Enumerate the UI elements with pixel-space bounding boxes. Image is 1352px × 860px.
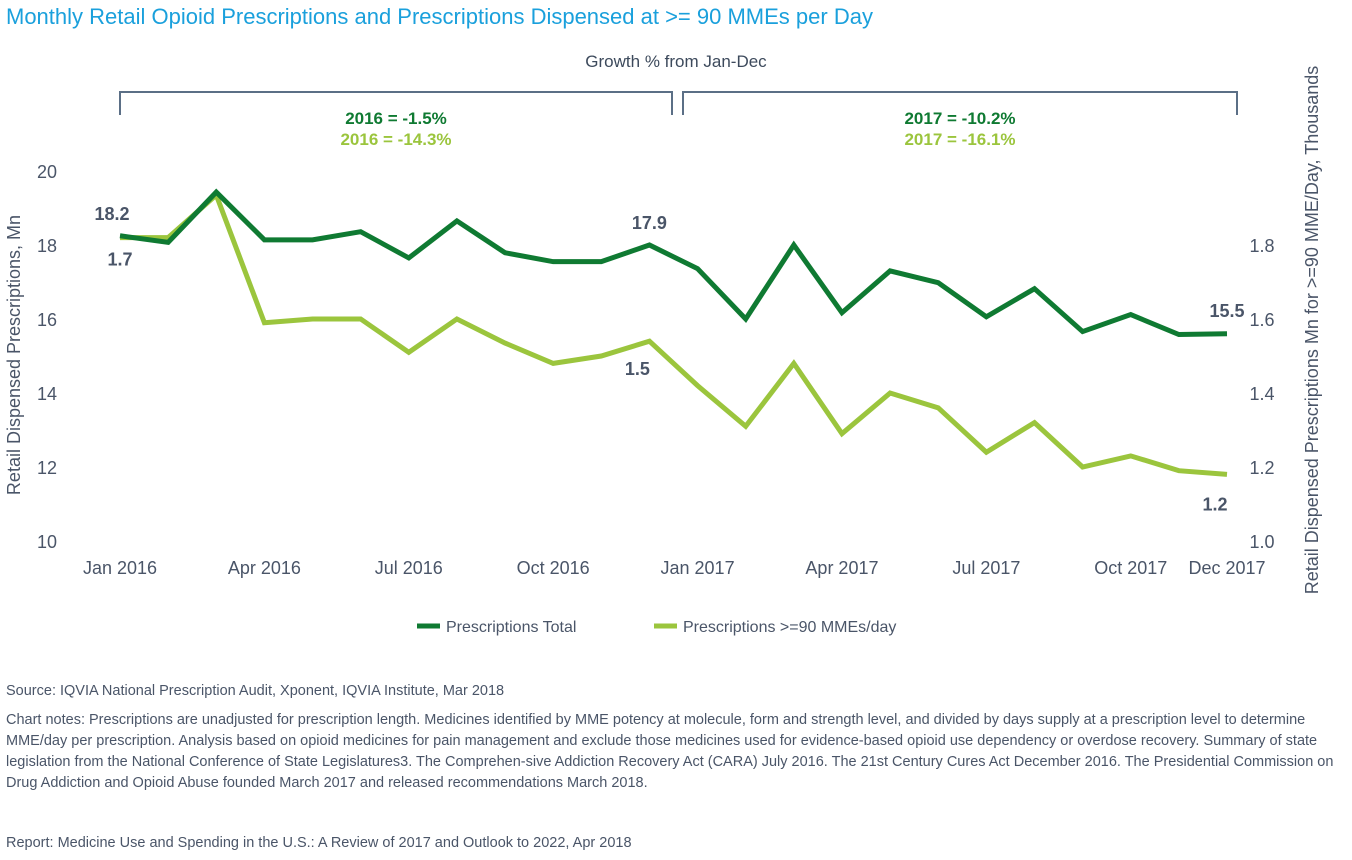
bracket-2016 [119,91,673,115]
x-tick-label: Jul 2017 [952,558,1020,578]
report-note: Report: Medicine Use and Spending in the… [6,835,632,851]
x-tick-label: Jul 2016 [375,558,443,578]
legend-label-total: Prescriptions Total [446,619,576,636]
growth-2016-high: 2016 = -14.3% [340,130,451,149]
y-tick-label: 12 [37,458,57,478]
x-tick-label: Oct 2016 [517,558,590,578]
data-label: 1.7 [107,250,132,270]
y-tick-label: 18 [37,236,57,256]
series-line-total [119,188,1228,338]
y-tick-label: 16 [37,310,57,330]
data-label: 15.5 [1209,301,1244,321]
chart-notes: Chart notes: Prescriptions are unadjuste… [6,712,1334,791]
source-note: Source: IQVIA National Prescription Audi… [6,683,505,699]
y-tick-label: 20 [37,162,57,182]
y2-axis-label: Retail Dispensed Prescriptions Mn for >=… [1302,66,1322,595]
line-chart: Growth % from Jan-Dec 2016 = -1.5% 2016 … [4,52,1322,636]
series-line-high [120,190,1228,477]
y-tick-label: 10 [37,532,57,552]
bracket-2017 [682,91,1238,115]
y-tick-label: 14 [37,384,57,404]
x-tick-label: Jan 2016 [83,558,157,578]
y2-tick-label: 1.0 [1249,532,1274,552]
data-label: 1.2 [1202,494,1227,514]
growth-header: Growth % from Jan-Dec [585,52,767,71]
data-label: 1.5 [625,359,650,379]
growth-2016-total: 2016 = -1.5% [345,109,447,128]
x-tick-label: Apr 2017 [805,558,878,578]
data-label: 18.2 [94,204,129,224]
chart-title: Monthly Retail Opioid Prescriptions and … [6,4,873,29]
legend-label-high: Prescriptions >=90 MMEs/day [683,619,896,636]
x-tick-label: Oct 2017 [1094,558,1167,578]
y2-tick-label: 1.8 [1249,236,1274,256]
growth-2017-total: 2017 = -10.2% [904,109,1015,128]
x-tick-label: Dec 2017 [1188,558,1265,578]
y2-tick-label: 1.6 [1249,310,1274,330]
x-tick-label: Jan 2017 [661,558,735,578]
y2-tick-label: 1.2 [1249,458,1274,478]
growth-2017-high: 2017 = -16.1% [904,130,1015,149]
x-tick-label: Apr 2016 [228,558,301,578]
y-axis-label: Retail Dispensed Prescriptions, Mn [4,215,24,495]
y2-tick-label: 1.4 [1249,384,1274,404]
data-label: 17.9 [632,213,667,233]
